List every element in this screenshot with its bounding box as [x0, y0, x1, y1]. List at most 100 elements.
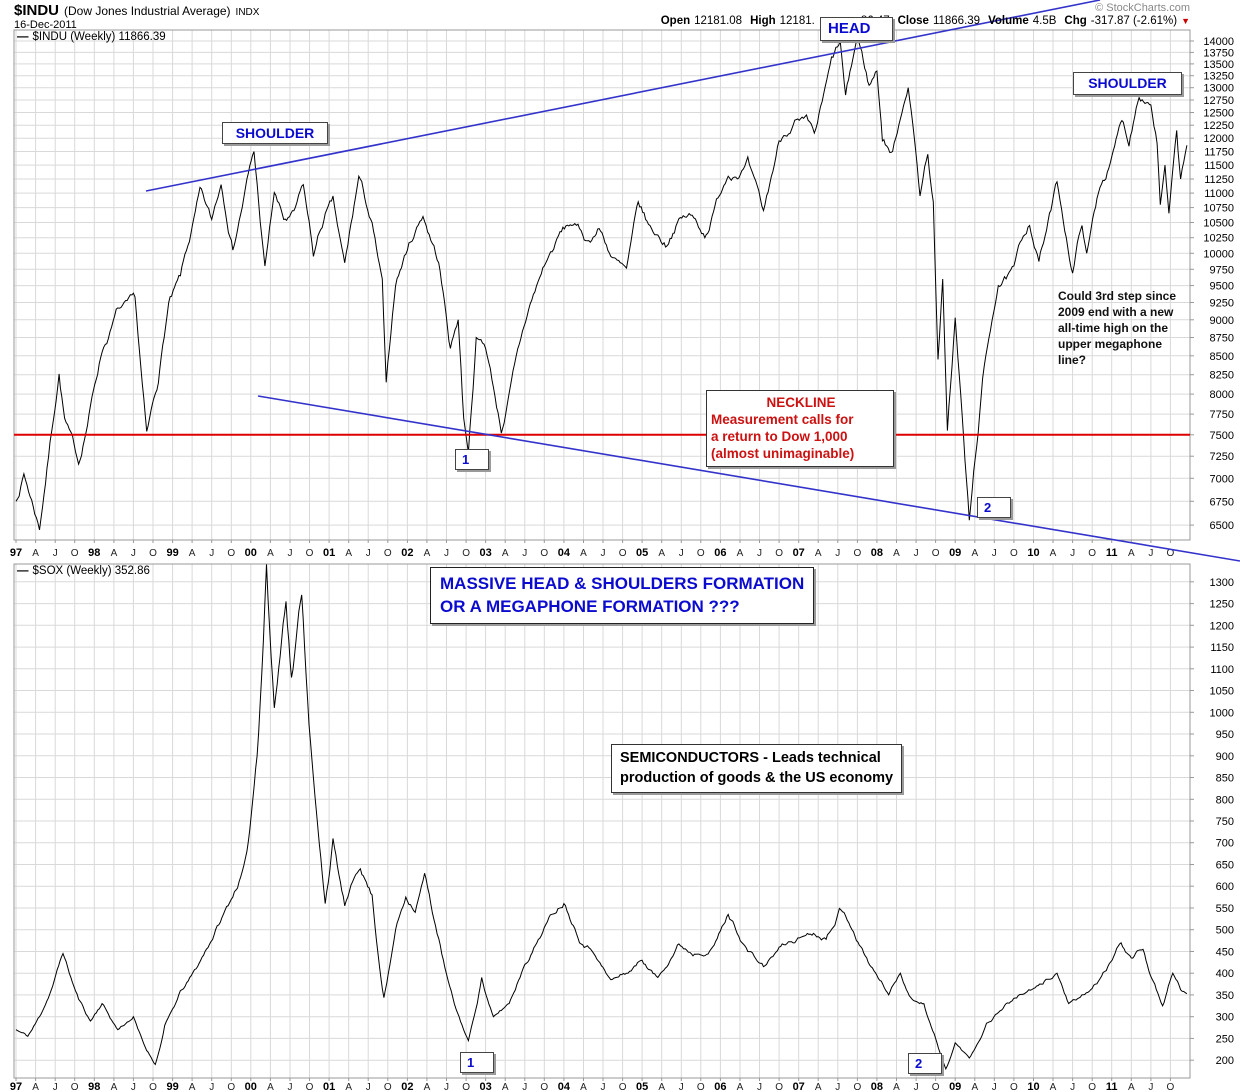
svg-text:O: O — [697, 548, 705, 559]
svg-text:02: 02 — [401, 547, 413, 559]
svg-text:A: A — [1128, 1082, 1135, 1092]
symbol-exchange: INDX — [235, 7, 260, 18]
svg-text:8750: 8750 — [1210, 333, 1234, 345]
svg-text:O: O — [306, 548, 314, 559]
svg-text:A: A — [424, 1082, 431, 1092]
change-value: -317.87 (-2.61%) — [1090, 15, 1178, 27]
svg-text:06: 06 — [714, 1081, 726, 1092]
neckline-text-line: (almost unimaginable) — [711, 446, 855, 461]
svg-text:98: 98 — [88, 1081, 100, 1092]
svg-text:A: A — [345, 1082, 352, 1092]
megaphone-question-note: Could 3rd step since 2009 end with a new… — [1058, 289, 1177, 367]
svg-text:7750: 7750 — [1210, 409, 1234, 421]
svg-text:J: J — [1148, 1082, 1153, 1092]
svg-text:J: J — [757, 548, 762, 559]
sox-low-marker-2: 2 — [908, 1053, 942, 1074]
sox-legend-text: $SOX (Weekly) 352.86 — [32, 565, 150, 577]
svg-text:1250: 1250 — [1210, 599, 1234, 611]
svg-text:O: O — [1010, 1082, 1018, 1092]
neckline-note: NECKLINE Measurement calls for a return … — [706, 390, 894, 467]
svg-text:J: J — [444, 1082, 449, 1092]
svg-text:J: J — [601, 1082, 606, 1092]
svg-text:A: A — [189, 1082, 196, 1092]
svg-text:00: 00 — [245, 1081, 257, 1092]
svg-text:6500: 6500 — [1210, 520, 1234, 532]
svg-text:8000: 8000 — [1210, 389, 1234, 401]
svg-text:O: O — [697, 1082, 705, 1092]
change-label: Chg — [1064, 15, 1087, 27]
indu-low-marker-1: 1 — [455, 449, 489, 470]
svg-text:J: J — [131, 548, 136, 559]
svg-text:J: J — [131, 1082, 136, 1092]
svg-text:O: O — [775, 1082, 783, 1092]
svg-text:9750: 9750 — [1210, 264, 1234, 276]
svg-text:12250: 12250 — [1203, 120, 1234, 132]
svg-text:J: J — [835, 548, 840, 559]
svg-text:13000: 13000 — [1203, 83, 1234, 95]
indu-legend-text: $INDU (Weekly) 11866.39 — [32, 31, 166, 43]
svg-text:11500: 11500 — [1204, 160, 1234, 172]
svg-text:13750: 13750 — [1203, 47, 1234, 59]
svg-text:O: O — [854, 548, 862, 559]
svg-text:J: J — [992, 1082, 997, 1092]
svg-text:J: J — [1070, 548, 1075, 559]
svg-text:350: 350 — [1216, 990, 1234, 1002]
svg-text:01: 01 — [323, 1081, 335, 1092]
svg-text:A: A — [1050, 1082, 1057, 1092]
svg-text:A: A — [580, 548, 587, 559]
svg-text:O: O — [540, 1082, 548, 1092]
svg-text:O: O — [227, 548, 235, 559]
svg-text:O: O — [932, 1082, 940, 1092]
svg-text:A: A — [502, 1082, 509, 1092]
svg-text:1050: 1050 — [1210, 686, 1234, 698]
svg-text:O: O — [1167, 548, 1175, 559]
svg-text:O: O — [71, 548, 79, 559]
svg-text:J: J — [366, 1082, 371, 1092]
svg-text:O: O — [149, 548, 157, 559]
svg-text:97: 97 — [10, 1081, 22, 1092]
svg-text:9250: 9250 — [1210, 298, 1234, 310]
symbol-ticker: $INDU — [14, 2, 60, 19]
semiconductors-line1: SEMICONDUCTORS - Leads technical — [620, 750, 881, 766]
svg-text:10250: 10250 — [1203, 233, 1234, 245]
svg-text:10: 10 — [1027, 1081, 1039, 1092]
volume-label: Volume — [988, 15, 1029, 27]
svg-text:J: J — [914, 548, 919, 559]
svg-text:03: 03 — [479, 547, 491, 559]
svg-text:J: J — [1070, 1082, 1075, 1092]
svg-text:J: J — [53, 1082, 58, 1092]
svg-text:O: O — [306, 1082, 314, 1092]
svg-text:O: O — [1088, 1082, 1096, 1092]
svg-text:10500: 10500 — [1203, 218, 1234, 230]
svg-text:A: A — [658, 1082, 665, 1092]
svg-text:08: 08 — [871, 1081, 883, 1092]
svg-text:O: O — [540, 548, 548, 559]
neckline-title: NECKLINE — [766, 395, 836, 410]
massive-formation-line2: OR A MEGAPHONE FORMATION ??? — [440, 597, 740, 616]
svg-text:1000: 1000 — [1210, 707, 1234, 719]
svg-text:A: A — [737, 548, 744, 559]
svg-text:10750: 10750 — [1203, 203, 1234, 215]
close-value: 11866.39 — [932, 15, 981, 27]
svg-text:11750: 11750 — [1204, 147, 1234, 159]
svg-text:A: A — [893, 1082, 900, 1092]
neckline-text-line: Measurement calls for — [711, 412, 854, 427]
svg-text:99: 99 — [166, 1081, 178, 1092]
svg-text:J: J — [444, 548, 449, 559]
svg-text:13250: 13250 — [1203, 71, 1234, 83]
svg-text:98: 98 — [88, 547, 100, 559]
change-down-arrow-icon: ▼ — [1181, 16, 1190, 26]
svg-text:O: O — [932, 548, 940, 559]
high-value: 12181. — [779, 15, 815, 27]
svg-text:J: J — [914, 1082, 919, 1092]
open-label: Open — [660, 15, 691, 27]
svg-text:11: 11 — [1106, 547, 1118, 559]
svg-text:97: 97 — [10, 547, 22, 559]
svg-text:04: 04 — [558, 1081, 571, 1092]
svg-text:O: O — [1167, 1082, 1175, 1092]
svg-text:01: 01 — [323, 547, 335, 559]
svg-text:J: J — [679, 1082, 684, 1092]
svg-text:12000: 12000 — [1203, 133, 1234, 145]
svg-text:A: A — [424, 548, 431, 559]
